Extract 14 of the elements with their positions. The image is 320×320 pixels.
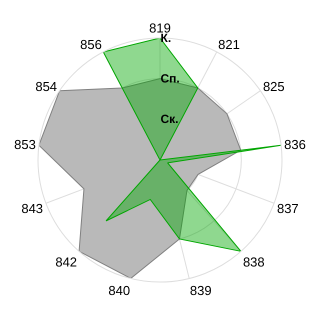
spoke-label: 825 bbox=[262, 79, 285, 94]
spoke-label: 837 bbox=[276, 201, 299, 216]
spoke-label: 821 bbox=[218, 37, 240, 52]
spoke-label: 839 bbox=[190, 283, 212, 298]
spoke-label: 836 bbox=[284, 137, 306, 152]
spoke-label: 854 bbox=[35, 79, 58, 94]
y-tick-label: Сп. bbox=[160, 72, 180, 86]
spoke-label: 842 bbox=[55, 254, 78, 270]
spoke-label: 840 bbox=[108, 283, 130, 298]
spoke-label: 843 bbox=[21, 201, 44, 216]
spoke-label: 856 bbox=[80, 37, 102, 52]
spoke-label: 838 bbox=[242, 254, 265, 270]
spoke-label: 853 bbox=[14, 137, 36, 152]
y-tick-label: Ск. bbox=[160, 112, 179, 126]
